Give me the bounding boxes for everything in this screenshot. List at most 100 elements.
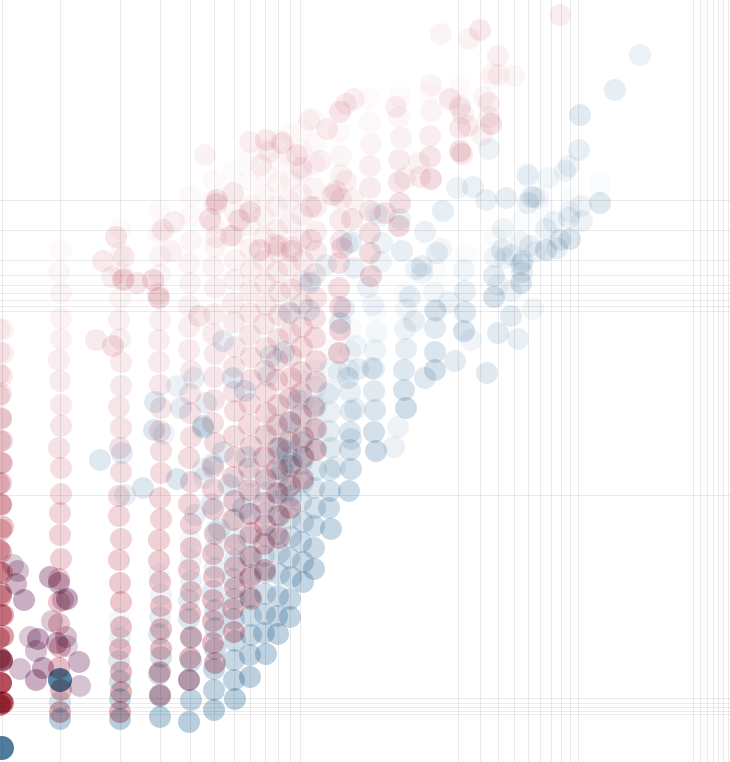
data-point	[203, 658, 225, 680]
data-point	[419, 125, 441, 147]
data-point	[494, 247, 516, 269]
data-point	[271, 459, 293, 481]
data-point	[414, 221, 436, 243]
data-point	[537, 167, 559, 189]
data-point	[317, 383, 339, 405]
gridline-vertical	[528, 0, 529, 762]
data-point	[390, 127, 412, 149]
data-point	[166, 375, 188, 397]
data-point	[110, 461, 132, 483]
data-point	[203, 699, 225, 721]
data-point	[453, 259, 475, 281]
data-point	[48, 261, 70, 283]
data-point	[48, 349, 70, 371]
data-point	[393, 359, 415, 381]
data-point	[359, 111, 381, 133]
data-point	[184, 504, 206, 526]
data-point	[69, 675, 91, 697]
data-point	[520, 186, 542, 208]
data-point	[180, 650, 202, 672]
data-point	[108, 549, 130, 571]
data-point	[438, 291, 460, 313]
data-point	[0, 319, 14, 341]
data-point	[328, 361, 350, 383]
data-point	[318, 497, 340, 519]
data-point	[109, 708, 131, 730]
gridline-vertical	[728, 0, 729, 762]
data-point	[195, 392, 217, 414]
data-point	[522, 298, 544, 320]
data-point	[341, 208, 363, 230]
data-point	[180, 689, 202, 711]
data-point	[395, 338, 417, 360]
data-point	[629, 44, 651, 66]
data-point	[110, 375, 132, 397]
data-point	[234, 380, 256, 402]
data-point	[476, 362, 498, 384]
data-point	[487, 274, 509, 296]
data-point	[48, 437, 70, 459]
data-point	[232, 497, 254, 519]
data-point	[218, 474, 240, 496]
data-point	[394, 167, 416, 189]
data-point	[405, 258, 427, 280]
data-point	[50, 328, 72, 350]
gridline-vertical	[700, 0, 701, 762]
data-point	[178, 339, 200, 361]
data-point	[50, 239, 72, 261]
data-point	[495, 187, 517, 209]
data-point	[192, 415, 214, 437]
data-point	[178, 711, 200, 733]
data-point	[357, 276, 379, 298]
data-point	[300, 229, 322, 251]
data-point	[0, 383, 12, 405]
data-point	[49, 370, 71, 392]
data-point	[110, 528, 132, 550]
data-point	[92, 250, 114, 272]
data-point	[50, 415, 72, 437]
data-point	[0, 430, 13, 452]
data-point	[148, 623, 170, 645]
data-point	[303, 537, 325, 559]
data-point	[316, 118, 338, 140]
data-point	[0, 736, 14, 760]
data-point	[278, 301, 300, 323]
gridline-vertical	[540, 0, 541, 762]
data-point	[399, 286, 421, 308]
data-point	[300, 196, 322, 218]
data-point	[113, 246, 135, 268]
data-point	[345, 335, 367, 357]
data-point	[178, 669, 200, 691]
data-point	[148, 529, 170, 551]
gridline-vertical	[514, 0, 515, 762]
data-point	[50, 457, 72, 479]
data-point	[360, 133, 382, 155]
data-point	[507, 328, 529, 350]
gridline-vertical	[561, 0, 562, 762]
data-point	[0, 604, 14, 626]
data-point	[268, 235, 290, 257]
data-point	[239, 666, 261, 688]
data-point	[255, 643, 277, 665]
data-point	[571, 210, 593, 232]
data-point	[180, 627, 202, 649]
data-point	[370, 251, 392, 273]
data-point	[194, 144, 216, 166]
data-point	[48, 668, 72, 692]
gridline-vertical	[713, 0, 714, 762]
data-point	[279, 606, 301, 628]
gridline-vertical	[718, 0, 719, 762]
data-point	[199, 208, 221, 230]
data-point	[150, 584, 172, 606]
data-point	[365, 202, 387, 224]
data-point	[0, 516, 14, 538]
data-point	[430, 23, 452, 45]
data-point	[180, 549, 202, 571]
data-point	[309, 150, 331, 172]
data-point	[49, 502, 71, 524]
data-point	[340, 428, 362, 450]
data-point	[110, 417, 132, 439]
data-point	[568, 139, 590, 161]
data-point	[143, 419, 165, 441]
data-point	[344, 398, 366, 420]
